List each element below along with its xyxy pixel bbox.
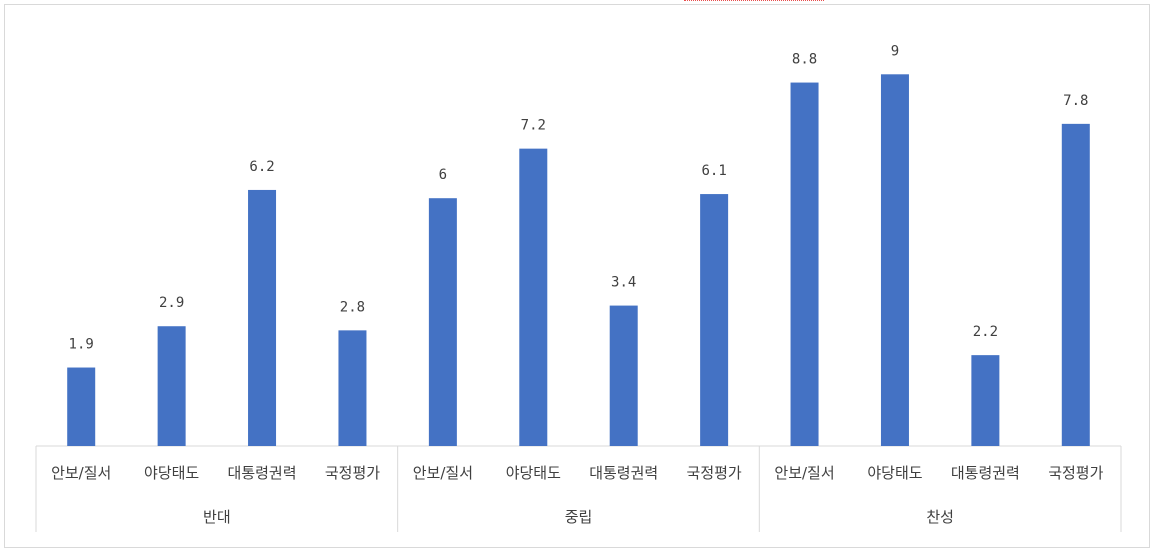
bar (1061, 123, 1090, 447)
group-label: 중립 (565, 508, 593, 526)
bar (519, 148, 548, 446)
category-tick-label: 야당태도 (506, 464, 561, 482)
category-tick-label: 국정평가 (687, 464, 742, 482)
category-tick-label: 안보/질서 (774, 464, 834, 482)
category-tick-label: 국정평가 (1048, 464, 1103, 482)
category-tick-label: 국정평가 (325, 464, 380, 482)
category-tick-label: 야당태도 (867, 464, 922, 482)
top-dotted-mark (684, 0, 824, 3)
data-label: 3.4 (611, 275, 636, 291)
category-tick-label: 안보/질서 (413, 464, 473, 482)
bar (338, 330, 367, 446)
bar (609, 305, 638, 446)
category-tick-label: 대통령권력 (589, 464, 658, 482)
category-tick-label: 야당태도 (144, 464, 199, 482)
data-label: 7.2 (521, 118, 546, 134)
data-label: 2.2 (973, 324, 998, 340)
data-label: 7.8 (1063, 93, 1088, 109)
category-tick-label: 대통령권력 (951, 464, 1020, 482)
data-label: 6.1 (701, 163, 726, 179)
data-label: 9 (891, 43, 899, 59)
bar (67, 367, 96, 446)
data-label: 2.9 (159, 295, 184, 311)
bar (971, 355, 1000, 446)
bar (880, 74, 909, 447)
data-label: 1.9 (69, 337, 94, 353)
bar (428, 198, 457, 446)
bar (790, 82, 819, 446)
bar (248, 189, 277, 446)
data-label: 8.8 (792, 52, 817, 68)
group-label: 찬성 (926, 508, 954, 526)
data-label: 2.8 (340, 299, 365, 315)
bar (157, 326, 186, 446)
category-tick-label: 대통령권력 (228, 464, 297, 482)
data-label: 6 (439, 167, 447, 183)
category-tick-label: 안보/질서 (51, 464, 111, 482)
bar (700, 194, 729, 446)
chart-frame (4, 4, 1150, 548)
data-label: 6.2 (249, 159, 274, 175)
group-label: 반대 (203, 508, 231, 526)
